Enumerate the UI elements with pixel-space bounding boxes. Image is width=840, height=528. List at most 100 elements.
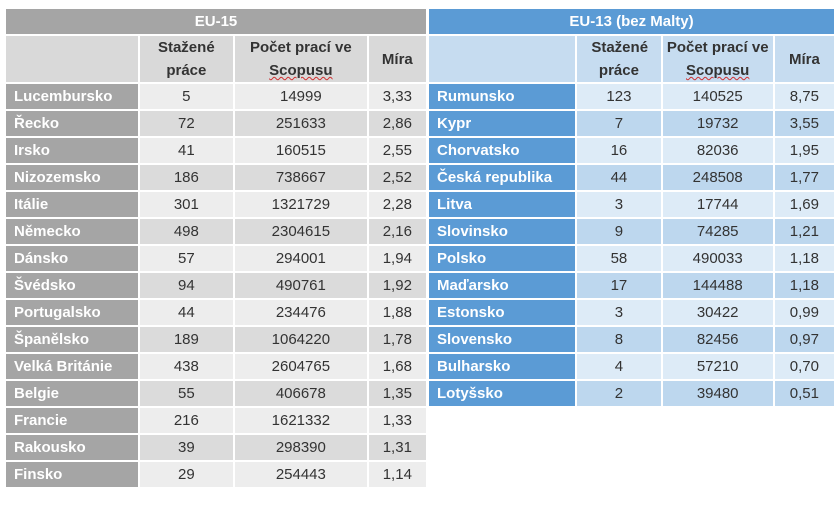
rate-value: 1,69 <box>772 190 837 219</box>
rate-value: 1,77 <box>772 163 837 192</box>
header-country <box>426 34 578 84</box>
rate-value: 1,78 <box>366 325 429 354</box>
header-rate: Míra <box>772 34 837 84</box>
table-row: Litva 3 17744 1,69 <box>426 190 837 219</box>
country-name: Portugalsko <box>4 298 140 327</box>
rate-value: 3,33 <box>366 82 429 111</box>
header-scopus-text: Počet prací ve <box>249 39 352 56</box>
scopus-count: 2304615 <box>233 217 369 246</box>
scopus-count: 82036 <box>660 136 775 165</box>
downloaded-count: 41 <box>137 136 236 165</box>
table-row: Slovinsko 9 74285 1,21 <box>426 217 837 246</box>
rate-value: 1,94 <box>366 244 429 273</box>
rate-value: 1,33 <box>366 406 429 435</box>
country-name: Litva <box>426 190 578 219</box>
rate-value: 1,14 <box>366 460 429 489</box>
table-row: Maďarsko 17 144488 1,18 <box>426 271 837 300</box>
downloaded-count: 189 <box>137 325 236 354</box>
country-name: Nizozemsko <box>4 163 140 192</box>
downloaded-count: 5 <box>137 82 236 111</box>
scopus-count: 294001 <box>233 244 369 273</box>
table-row: Nizozemsko 186 738667 2,52 <box>4 163 429 192</box>
country-name: Finsko <box>4 460 140 489</box>
rate-value: 0,51 <box>772 379 837 408</box>
downloaded-count: 9 <box>575 217 663 246</box>
rate-value: 0,70 <box>772 352 837 381</box>
scopus-count: 57210 <box>660 352 775 381</box>
downloaded-count: 39 <box>137 433 236 462</box>
table-row: Itálie 301 1321729 2,28 <box>4 190 429 219</box>
table-row: Velká Británie 438 2604765 1,68 <box>4 352 429 381</box>
rate-value: 2,52 <box>366 163 429 192</box>
table-row: Finsko 29 254443 1,14 <box>4 460 429 489</box>
downloaded-count: 17 <box>575 271 663 300</box>
country-name: Rumunsko <box>426 82 578 111</box>
downloaded-count: 498 <box>137 217 236 246</box>
scopus-count: 490761 <box>233 271 369 300</box>
downloaded-count: 16 <box>575 136 663 165</box>
header-scopus: Počet prací ve Scopusu <box>233 34 369 84</box>
scopus-count: 14999 <box>233 82 369 111</box>
eu13-title: EU-13 (bez Malty) <box>427 7 836 36</box>
downloaded-count: 29 <box>137 460 236 489</box>
rate-value: 2,55 <box>366 136 429 165</box>
downloaded-count: 7 <box>575 109 663 138</box>
country-name: Slovensko <box>426 325 578 354</box>
country-name: Dánsko <box>4 244 140 273</box>
table-row: Španělsko 189 1064220 1,78 <box>4 325 429 354</box>
table-row: Lucembursko 5 14999 3,33 <box>4 82 429 111</box>
rate-value: 1,31 <box>366 433 429 462</box>
downloaded-count: 3 <box>575 298 663 327</box>
scopus-count: 406678 <box>233 379 369 408</box>
downloaded-count: 44 <box>137 298 236 327</box>
downloaded-count: 2 <box>575 379 663 408</box>
scopus-count: 17744 <box>660 190 775 219</box>
header-country <box>4 34 140 84</box>
table-row: Německo 498 2304615 2,16 <box>4 217 429 246</box>
eu13-table: EU-13 (bez Malty) Stažené práce Počet pr… <box>426 7 837 408</box>
downloaded-count: 72 <box>137 109 236 138</box>
header-scopus-word: Scopusu <box>686 62 750 79</box>
table-row: Česká republika 44 248508 1,77 <box>426 163 837 192</box>
table-row: Slovensko 8 82456 0,97 <box>426 325 837 354</box>
scopus-count: 2604765 <box>233 352 369 381</box>
table-row: Řecko 72 251633 2,86 <box>4 109 429 138</box>
table-row: Estonsko 3 30422 0,99 <box>426 298 837 327</box>
scopus-count: 140525 <box>660 82 775 111</box>
country-name: Polsko <box>426 244 578 273</box>
country-name: Bulharsko <box>426 352 578 381</box>
rate-value: 1,92 <box>366 271 429 300</box>
scopus-count: 1621332 <box>233 406 369 435</box>
header-scopus-text: Počet prací ve <box>666 39 769 56</box>
country-name: Velká Británie <box>4 352 140 381</box>
table-row: Rakousko 39 298390 1,31 <box>4 433 429 462</box>
downloaded-count: 8 <box>575 325 663 354</box>
country-name: Chorvatsko <box>426 136 578 165</box>
rate-value: 2,28 <box>366 190 429 219</box>
table-row: Kypr 7 19732 3,55 <box>426 109 837 138</box>
downloaded-count: 301 <box>137 190 236 219</box>
country-name: Kypr <box>426 109 578 138</box>
table-row: Rumunsko 123 140525 8,75 <box>426 82 837 111</box>
country-name: Slovinsko <box>426 217 578 246</box>
downloaded-count: 216 <box>137 406 236 435</box>
header-scopus: Počet prací ve Scopusu <box>660 34 775 84</box>
header-downloaded: Stažené práce <box>575 34 663 84</box>
rate-value: 2,16 <box>366 217 429 246</box>
country-name: Česká republika <box>426 163 578 192</box>
country-name: Estonsko <box>426 298 578 327</box>
rate-value: 1,35 <box>366 379 429 408</box>
scopus-count: 144488 <box>660 271 775 300</box>
rate-value: 1,21 <box>772 217 837 246</box>
scopus-count: 234476 <box>233 298 369 327</box>
table-row: Dánsko 57 294001 1,94 <box>4 244 429 273</box>
country-name: Francie <box>4 406 140 435</box>
table-row: Švédsko 94 490761 1,92 <box>4 271 429 300</box>
header-downloaded: Stažené práce <box>137 34 236 84</box>
rate-value: 1,18 <box>772 271 837 300</box>
country-name: Španělsko <box>4 325 140 354</box>
eu15-title: EU-15 <box>4 7 428 36</box>
rate-value: 1,68 <box>366 352 429 381</box>
scopus-count: 298390 <box>233 433 369 462</box>
country-name: Irsko <box>4 136 140 165</box>
